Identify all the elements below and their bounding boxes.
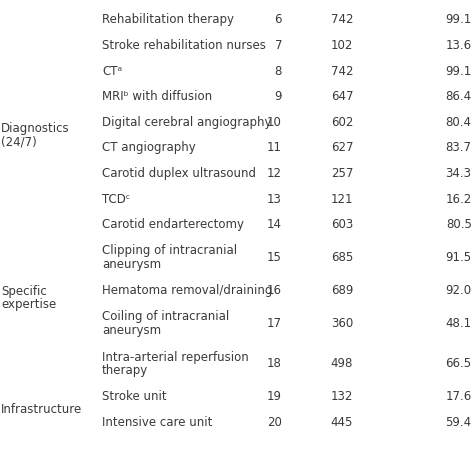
Text: Intra-arterial reperfusion: Intra-arterial reperfusion [102,351,249,364]
Text: Carotid duplex ultrasound: Carotid duplex ultrasound [102,167,256,180]
Text: 34.3: 34.3 [446,167,472,180]
Text: 9: 9 [274,90,282,103]
Text: 18: 18 [267,357,282,370]
Text: TCDᶜ: TCDᶜ [102,192,130,206]
Text: 685: 685 [331,251,353,264]
Text: 15: 15 [267,251,282,264]
Text: 17.6: 17.6 [446,390,472,403]
Text: 66.5: 66.5 [446,357,472,370]
Text: 360: 360 [331,317,353,330]
Text: Stroke unit: Stroke unit [102,390,166,403]
Text: 80.4: 80.4 [446,116,472,129]
Text: 99.1: 99.1 [446,13,472,27]
Text: Digital cerebral angiography: Digital cerebral angiography [102,116,272,129]
Text: 742: 742 [331,64,353,78]
Text: 603: 603 [331,218,353,231]
Text: 257: 257 [331,167,353,180]
Text: Diagnostics: Diagnostics [1,122,70,135]
Text: Clipping of intracranial: Clipping of intracranial [102,245,237,257]
Text: 99.1: 99.1 [446,64,472,78]
Text: 14: 14 [267,218,282,231]
Text: 602: 602 [331,116,353,129]
Text: 20: 20 [267,416,282,429]
Text: Infrastructure: Infrastructure [1,403,82,416]
Text: CT angiography: CT angiography [102,141,196,155]
Text: 647: 647 [331,90,353,103]
Text: expertise: expertise [1,298,56,311]
Text: Intensive care unit: Intensive care unit [102,416,212,429]
Text: 16: 16 [267,284,282,297]
Text: Rehabilitation therapy: Rehabilitation therapy [102,13,234,27]
Text: (24/7): (24/7) [1,135,36,148]
Text: CTᵃ: CTᵃ [102,64,122,78]
Text: 121: 121 [331,192,353,206]
Text: MRIᵇ with diffusion: MRIᵇ with diffusion [102,90,212,103]
Text: 742: 742 [331,13,353,27]
Text: 13.6: 13.6 [446,39,472,52]
Text: 91.5: 91.5 [446,251,472,264]
Text: 16.2: 16.2 [446,192,472,206]
Text: Hematoma removal/draining: Hematoma removal/draining [102,284,272,297]
Text: 102: 102 [331,39,353,52]
Text: 12: 12 [267,167,282,180]
Text: Coiling of intracranial: Coiling of intracranial [102,310,229,323]
Text: Specific: Specific [1,285,47,298]
Text: 11: 11 [267,141,282,155]
Text: 59.4: 59.4 [446,416,472,429]
Text: 8: 8 [274,64,282,78]
Text: 689: 689 [331,284,353,297]
Text: Stroke rehabilitation nurses: Stroke rehabilitation nurses [102,39,266,52]
Text: 92.0: 92.0 [446,284,472,297]
Text: 80.5: 80.5 [446,218,472,231]
Text: 132: 132 [331,390,353,403]
Text: 83.7: 83.7 [446,141,472,155]
Text: aneurysm: aneurysm [102,324,161,337]
Text: 86.4: 86.4 [446,90,472,103]
Text: 498: 498 [331,357,353,370]
Text: 48.1: 48.1 [446,317,472,330]
Text: 7: 7 [274,39,282,52]
Text: Carotid endarterectomy: Carotid endarterectomy [102,218,244,231]
Text: 17: 17 [267,317,282,330]
Text: 19: 19 [267,390,282,403]
Text: therapy: therapy [102,364,148,377]
Text: 627: 627 [331,141,353,155]
Text: 6: 6 [274,13,282,27]
Text: aneurysm: aneurysm [102,258,161,271]
Text: 445: 445 [331,416,353,429]
Text: 13: 13 [267,192,282,206]
Text: 10: 10 [267,116,282,129]
